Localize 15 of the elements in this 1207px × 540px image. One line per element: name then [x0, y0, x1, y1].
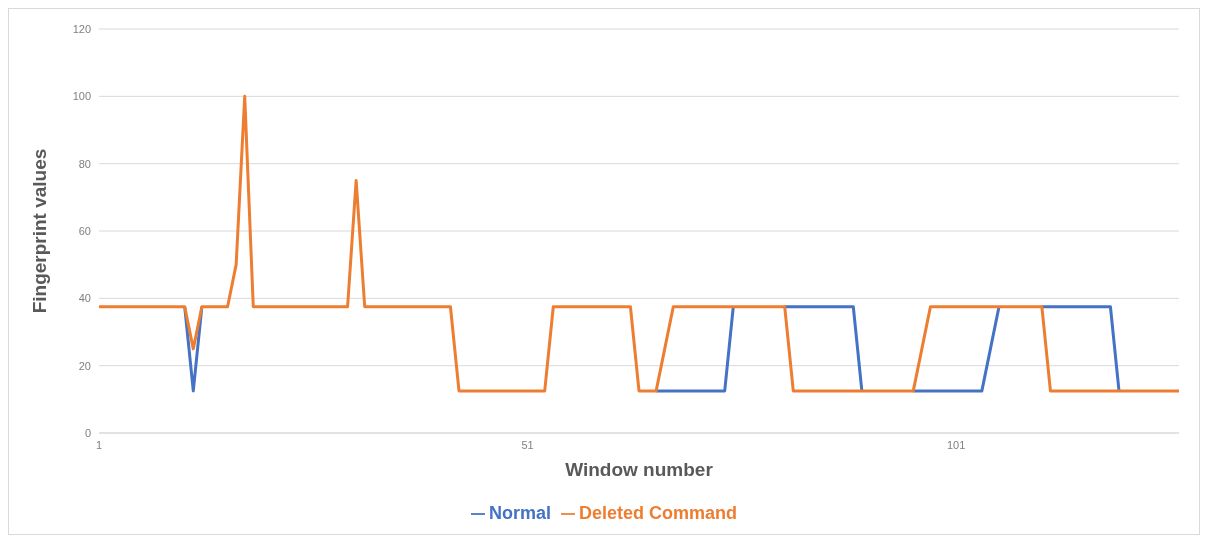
- y-tick-label: 60: [78, 224, 91, 237]
- y-tick-label: 120: [72, 22, 91, 35]
- x-tick-label: 101: [946, 438, 966, 451]
- y-tick-label: 0: [84, 426, 91, 439]
- x-tick-label: 51: [521, 438, 534, 451]
- x-tick-label: 1: [95, 438, 103, 451]
- x-axis-title: Window number: [565, 459, 714, 481]
- legend-label: Normal: [488, 503, 551, 523]
- line-series: [99, 94, 1179, 393]
- y-axis-title: Fingerprint values: [28, 148, 50, 314]
- y-tick-label: 40: [78, 292, 91, 305]
- legend-label: Deleted Command: [578, 503, 738, 523]
- y-tick-label: 80: [78, 157, 91, 170]
- y-tick-label: 20: [78, 359, 91, 372]
- y-tick-label: 100: [72, 90, 91, 103]
